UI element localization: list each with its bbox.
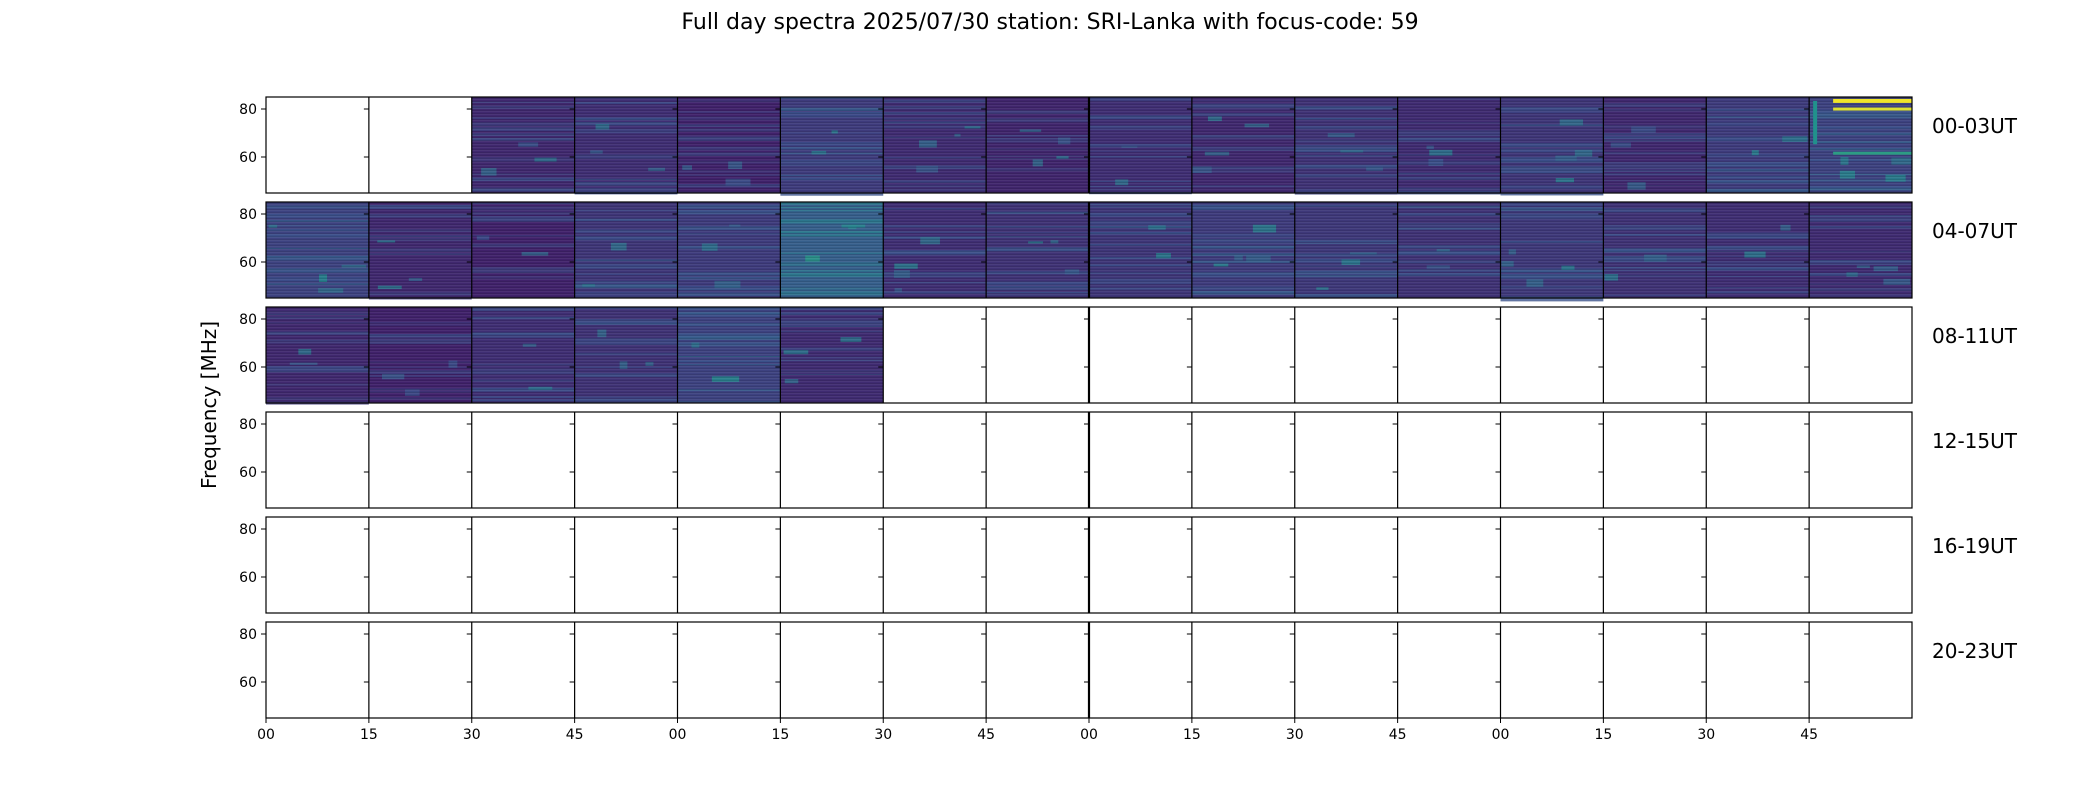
row-label: 08-11UT xyxy=(1932,324,2018,348)
y-tick-label: 80 xyxy=(239,102,257,118)
row-label: 16-19UT xyxy=(1932,534,2018,558)
x-tick-label: 45 xyxy=(1389,727,1407,743)
y-tick-label: 60 xyxy=(239,360,257,376)
x-tick-label: 00 xyxy=(257,727,275,743)
y-tick-label: 80 xyxy=(239,522,257,538)
spectrum-panel-r0-c5 xyxy=(780,97,884,196)
spectrum-panel-r1-c11 xyxy=(1397,202,1501,298)
spectrum-panel-r0-c8 xyxy=(1089,97,1192,195)
x-tick-label: 30 xyxy=(1286,727,1304,743)
row-frame xyxy=(265,201,1913,299)
y-tick-label: 60 xyxy=(239,150,257,166)
x-tick-label: 30 xyxy=(1697,727,1715,743)
spectrum-panel-r1-c8 xyxy=(1089,202,1192,298)
y-axis-label: Frequency [MHz] xyxy=(197,321,221,489)
spectrum-panel-r1-c10 xyxy=(1294,202,1398,298)
x-tick-label: 45 xyxy=(1800,727,1818,743)
spectrum-panel-r0-c15 xyxy=(1809,97,1912,193)
row-frame xyxy=(265,516,1913,614)
spectrum-panel-r1-c1 xyxy=(368,202,472,300)
spectrum-panel-r0-c14 xyxy=(1706,97,1810,193)
spectrum-panel-r1-c4 xyxy=(677,202,781,298)
x-tick-label: 15 xyxy=(360,727,378,743)
x-tick-label: 15 xyxy=(1183,727,1201,743)
spectrum-panel-r1-c6 xyxy=(883,202,987,298)
row-label: 04-07UT xyxy=(1932,219,2018,243)
y-tick-label: 60 xyxy=(239,675,257,691)
x-tick-label: 45 xyxy=(566,727,584,743)
spectrum-panel-r1-c13 xyxy=(1603,202,1707,298)
heatmap-layer xyxy=(266,97,1912,405)
y-tick-label: 80 xyxy=(239,207,257,223)
y-tick-label: 80 xyxy=(239,417,257,433)
x-tick-label: 00 xyxy=(1492,727,1510,743)
y-tick-label: 60 xyxy=(239,255,257,271)
x-tick-label: 00 xyxy=(669,727,687,743)
spectrum-panel-r2-c2 xyxy=(471,307,575,403)
spectrum-panel-r0-c10 xyxy=(1294,97,1398,195)
text-layer: 60 80 00-03UT 60 80 04-07UT 60 80 08-11UT 60 80 12-… xyxy=(197,102,2018,743)
y-tick-label: 80 xyxy=(239,312,257,328)
row-label: 00-03UT xyxy=(1932,114,2018,138)
row-frame xyxy=(265,96,1913,194)
spectrum-panel-r1-c9 xyxy=(1191,202,1295,298)
spectrum-panel-r1-c12 xyxy=(1500,202,1604,302)
row-label: 12-15UT xyxy=(1932,429,2018,453)
spectrum-panel-r2-c1 xyxy=(368,307,472,403)
spectrum-panel-r1-c3 xyxy=(574,202,678,298)
spectrum-panel-r1-c7 xyxy=(986,202,1089,298)
y-tick-label: 80 xyxy=(239,627,257,643)
x-tick-label: 45 xyxy=(977,727,995,743)
spectrum-panel-r2-c5 xyxy=(780,307,884,403)
spectrum-panel-r0-c11 xyxy=(1397,97,1501,195)
spectrum-panel-r0-c9 xyxy=(1191,97,1295,193)
spectrum-panel-r0-c7 xyxy=(986,97,1089,193)
spectrum-panel-r1-c15 xyxy=(1809,202,1912,298)
frame-layer xyxy=(261,96,1913,723)
spectrum-panel-r2-c4 xyxy=(677,307,781,403)
spectrum-panel-r0-c12 xyxy=(1500,97,1604,196)
x-tick-label: 15 xyxy=(771,727,789,743)
x-tick-label: 30 xyxy=(874,727,892,743)
spectrum-panel-r0-c3 xyxy=(574,97,678,195)
row-frame xyxy=(265,306,1913,404)
spectrum-panel-r0-c13 xyxy=(1603,97,1707,193)
y-tick-label: 60 xyxy=(239,465,257,481)
row-label: 20-23UT xyxy=(1932,639,2018,663)
spectrum-panel-r0-c4 xyxy=(677,97,781,194)
x-tick-label: 30 xyxy=(463,727,481,743)
chart-title: Full day spectra 2025/07/30 station: SRI… xyxy=(681,10,1419,35)
row-frame xyxy=(265,411,1913,509)
spectrum-panel-r1-c0 xyxy=(266,202,369,298)
y-tick-label: 60 xyxy=(239,570,257,586)
spectrum-panel-r1-c2 xyxy=(471,202,575,298)
spectrum-panel-r2-c0 xyxy=(266,307,369,405)
spectrum-panel-r0-c2 xyxy=(471,97,575,193)
spectrum-panel-r1-c14 xyxy=(1706,202,1810,298)
spectrum-panel-r2-c3 xyxy=(574,307,678,404)
spectrum-panel-r1-c5 xyxy=(780,202,884,298)
spectrum-panel-r0-c6 xyxy=(883,97,987,193)
x-tick-label: 15 xyxy=(1594,727,1612,743)
x-tick-label: 00 xyxy=(1080,727,1098,743)
